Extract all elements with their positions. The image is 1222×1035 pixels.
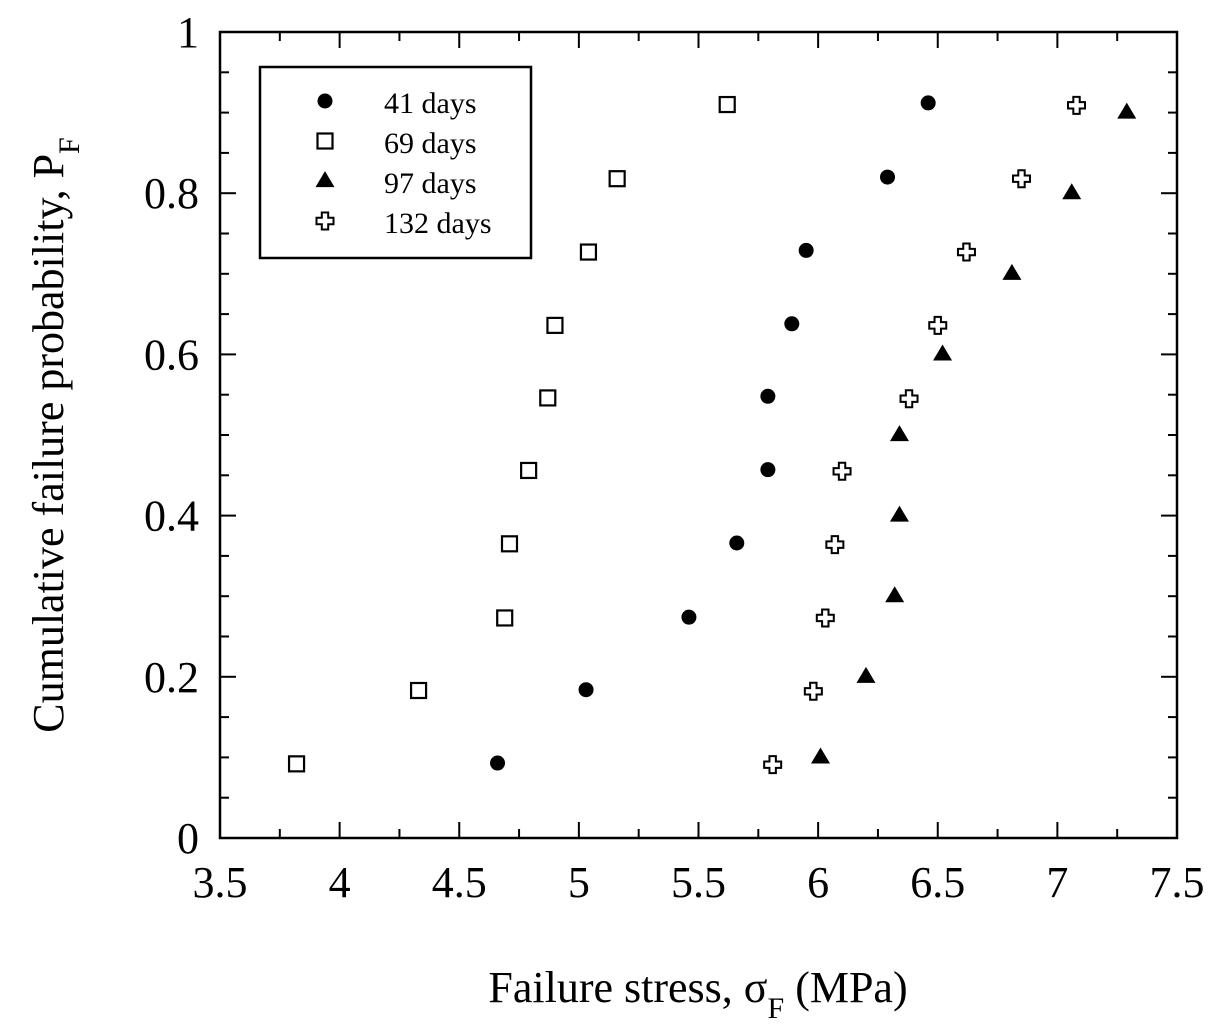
data-point xyxy=(760,462,776,478)
data-point xyxy=(856,666,876,683)
legend-marker xyxy=(315,211,335,231)
y-tick-label: 0.6 xyxy=(144,330,199,379)
data-point xyxy=(920,95,936,111)
data-point xyxy=(811,747,831,764)
data-point xyxy=(815,608,835,628)
legend-item: 69 days xyxy=(316,127,477,160)
legend-label: 69 days xyxy=(384,127,477,160)
y-tick-label: 1 xyxy=(177,8,199,57)
x-tick-label: 7 xyxy=(1046,858,1068,907)
data-point xyxy=(718,95,736,114)
data-point xyxy=(500,535,519,553)
data-point xyxy=(539,389,557,407)
x-axis-title-subscript: F xyxy=(768,992,785,1025)
x-tick-label: 7.5 xyxy=(1150,858,1205,907)
y-tick-label: 0.4 xyxy=(144,492,199,541)
legend-item: 41 days xyxy=(317,87,477,120)
series-69-days xyxy=(287,95,736,773)
legend-label: 97 days xyxy=(384,167,477,200)
y-axis-title-subscript: F xyxy=(53,137,86,154)
x-tick-label: 4 xyxy=(329,858,351,907)
x-axis-title: Failure stress, σF (MPa) xyxy=(488,963,907,1025)
series-132-days xyxy=(763,95,1087,775)
data-point xyxy=(763,755,783,775)
data-point xyxy=(832,461,852,481)
y-tick-label: 0 xyxy=(177,814,199,863)
data-point xyxy=(578,682,594,698)
legend: 41 days 69 days 97 days 132 days xyxy=(258,65,533,260)
data-point xyxy=(490,755,506,771)
x-tick-label: 5 xyxy=(568,858,590,907)
data-point xyxy=(1067,95,1087,115)
legend-marker xyxy=(316,132,334,150)
data-points xyxy=(287,95,1137,775)
data-point xyxy=(1011,169,1031,189)
data-point xyxy=(880,169,896,185)
data-point xyxy=(287,755,306,773)
data-point xyxy=(1002,263,1022,280)
data-point xyxy=(546,316,564,334)
data-point xyxy=(956,242,976,262)
data-point xyxy=(729,535,745,551)
data-point xyxy=(899,389,919,409)
axis-ticks xyxy=(219,31,1178,839)
data-point xyxy=(784,316,800,332)
data-point xyxy=(760,388,776,404)
x-tick-label: 4.5 xyxy=(432,858,487,907)
x-tick-label: 3.5 xyxy=(193,858,248,907)
data-point xyxy=(520,461,538,480)
data-point xyxy=(1117,102,1137,119)
x-tick-label: 6 xyxy=(807,858,829,907)
data-point xyxy=(803,681,823,701)
y-tick-label: 0.2 xyxy=(144,653,199,702)
data-point xyxy=(1062,183,1082,200)
legend-label: 132 days xyxy=(384,207,492,240)
legend-marker xyxy=(315,171,335,188)
data-point xyxy=(889,505,909,522)
x-tick-label: 5.5 xyxy=(671,858,726,907)
axis-tick-labels: 3.5 4 4.5 5 5.5 6 6.5 7 7.5 0 0.2 0.4 0.6 0.8 1 xyxy=(144,8,1205,907)
series-41-days xyxy=(490,95,936,771)
data-point xyxy=(928,315,948,335)
data-point xyxy=(409,681,428,700)
data-point xyxy=(889,425,909,442)
data-point xyxy=(885,586,905,603)
series-97-days xyxy=(811,102,1137,764)
data-point xyxy=(798,242,814,258)
data-point xyxy=(579,243,598,261)
legend-item: 97 days xyxy=(315,167,477,200)
x-tick-label: 6.5 xyxy=(910,858,965,907)
y-axis-title: Cumulative failure probability, PF xyxy=(24,137,86,733)
data-point xyxy=(681,609,697,625)
data-point xyxy=(933,344,953,361)
legend-label: 41 days xyxy=(384,87,477,120)
data-point xyxy=(608,170,626,188)
legend-box xyxy=(258,65,533,260)
legend-marker xyxy=(317,93,333,109)
legend-item: 132 days xyxy=(315,207,492,240)
y-tick-label: 0.8 xyxy=(144,169,199,218)
data-point xyxy=(825,535,845,555)
data-point xyxy=(496,609,514,627)
